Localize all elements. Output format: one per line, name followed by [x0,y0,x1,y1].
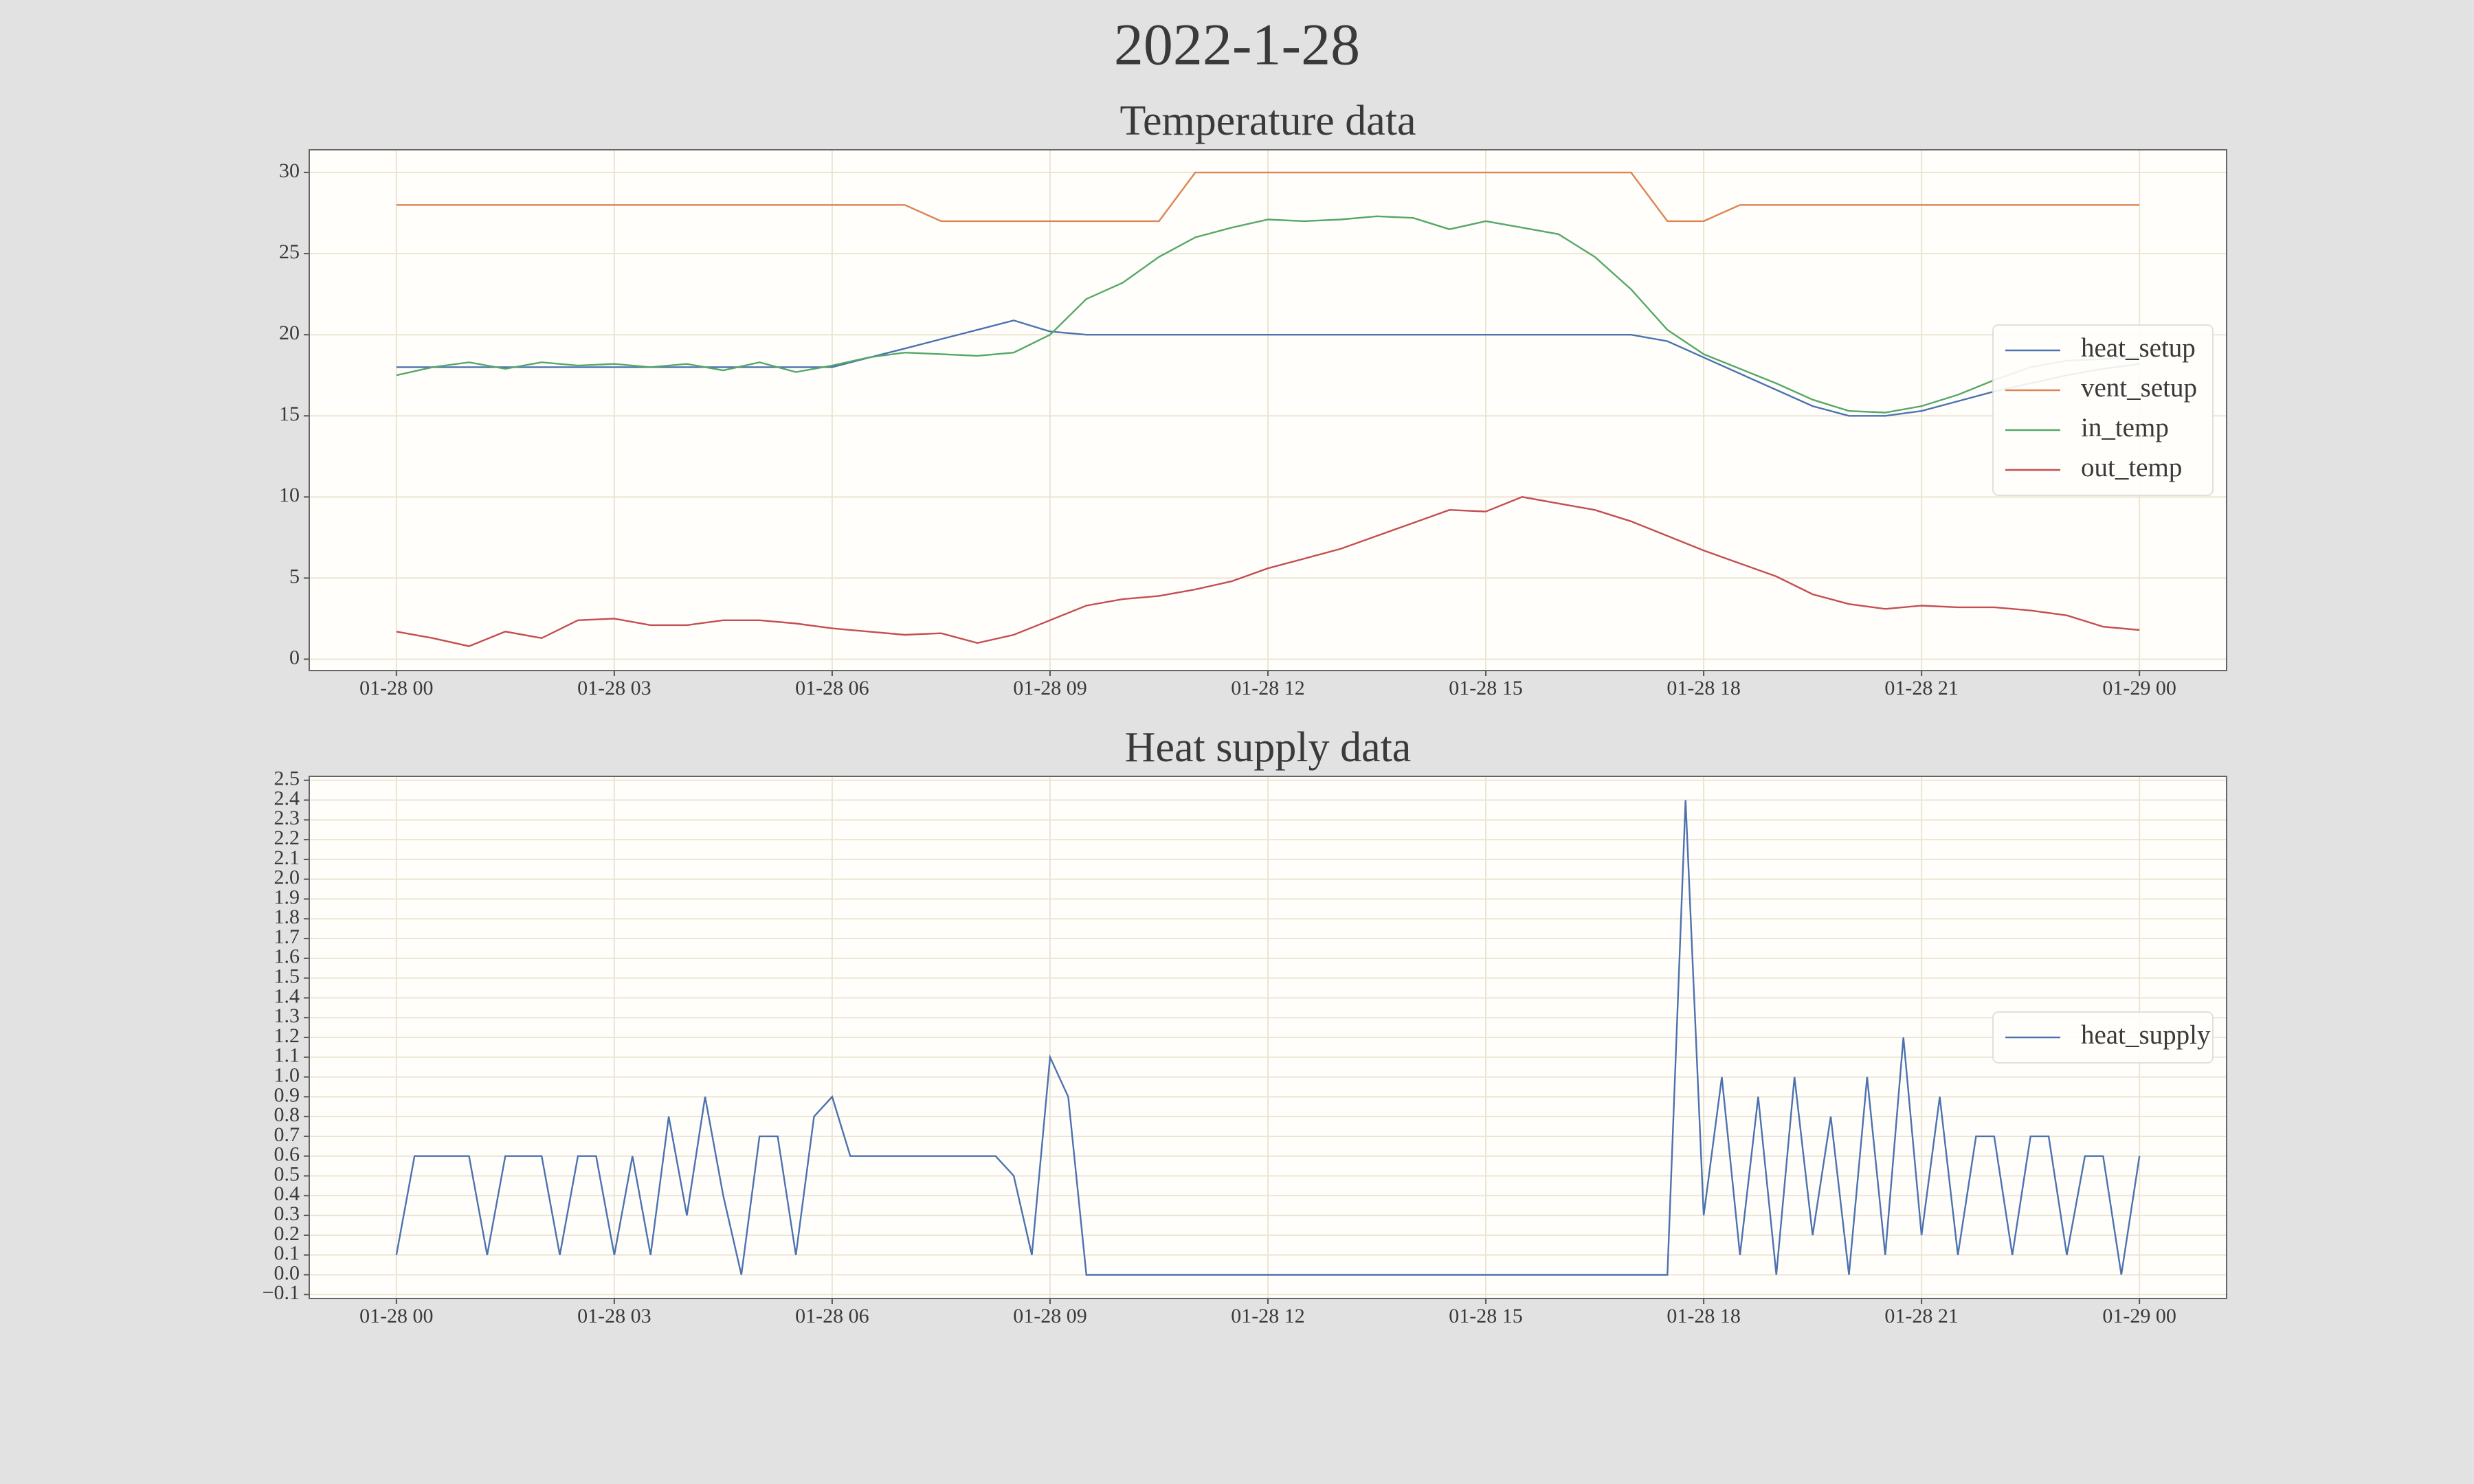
y-tick-label: 2.0 [274,866,300,889]
y-tick-label: 0.1 [274,1242,300,1265]
y-tick-label: 0.5 [274,1162,300,1185]
y-tick-label: 0.2 [274,1222,300,1245]
y-tick-label: 10 [279,484,300,506]
chart-title: Temperature data [1119,98,1416,144]
series-line [396,496,2140,647]
y-tick-label: 20 [279,322,300,344]
legend-box [1992,324,2214,496]
legend-label: vent_setup [2081,373,2197,403]
x-tick-label: 01-28 18 [1667,677,1741,699]
y-tick-label: 2.1 [274,846,300,869]
legend-label: out_temp [2081,453,2182,482]
y-tick-label: 5 [289,565,300,587]
y-tick-label: 1.1 [274,1044,300,1067]
y-tick-label: 1.6 [274,945,300,968]
legend-label: heat_setup [2081,333,2196,363]
y-tick-label: 2.5 [274,767,300,790]
y-tick-label: 2.2 [274,827,300,849]
y-tick-label: 30 [279,159,300,182]
y-tick-label: 1.3 [274,1004,300,1027]
x-tick-label: 01-28 12 [1231,677,1305,699]
y-tick-label: −0.1 [263,1281,300,1304]
y-tick-label: 1.4 [274,985,300,1007]
x-tick-label: 01-28 03 [577,677,651,699]
x-tick-label: 01-28 18 [1667,1305,1741,1327]
legend-label: heat_supply [2081,1020,2211,1050]
x-tick-label: 01-28 12 [1231,1305,1305,1327]
y-tick-label: 15 [279,403,300,425]
y-tick-label: 0.6 [274,1143,300,1166]
y-tick-label: 2.3 [274,807,300,829]
y-tick-label: 0.3 [274,1202,300,1225]
y-tick-label: 0.4 [274,1182,300,1205]
x-tick-label: 01-28 15 [1449,677,1523,699]
y-tick-label: 1.7 [274,925,300,948]
y-tick-label: 1.9 [274,886,300,908]
plot-frame [309,776,2227,1299]
legend-box [1992,1011,2214,1064]
x-tick-label: 01-29 00 [2102,1305,2176,1327]
y-tick-label: 1.5 [274,965,300,988]
y-tick-label: 1.0 [274,1064,300,1086]
series-line [396,171,2140,223]
figure-title: 2022-1-28 [1114,12,1360,78]
y-tick-label: 2.4 [274,787,300,809]
y-tick-label: 0.0 [274,1261,300,1284]
series-line [395,800,2141,1276]
x-tick-label: 01-28 06 [795,677,869,699]
y-tick-label: 1.2 [274,1024,300,1047]
legend-label: in_temp [2081,413,2169,442]
x-tick-label: 01-28 06 [795,1305,869,1327]
x-tick-label: 01-28 09 [1013,1305,1087,1327]
x-tick-label: 01-28 00 [359,677,434,699]
plot-frame [309,149,2227,671]
y-tick-label: 1.8 [274,906,300,928]
chart-title: Heat supply data [1125,724,1412,771]
x-tick-label: 01-28 21 [1884,677,1959,699]
y-tick-label: 0 [289,646,300,668]
x-tick-label: 01-28 21 [1884,1305,1959,1327]
x-tick-label: 01-29 00 [2102,677,2176,699]
x-tick-label: 01-28 15 [1449,1305,1523,1327]
y-tick-label: 0.9 [274,1083,300,1106]
x-tick-label: 01-28 00 [359,1305,434,1327]
y-tick-label: 0.8 [274,1103,300,1126]
x-tick-label: 01-28 03 [577,1305,651,1327]
y-tick-label: 25 [279,240,300,263]
series-line [396,319,2140,417]
y-tick-label: 0.7 [274,1123,300,1146]
x-tick-label: 01-28 09 [1013,677,1087,699]
series-line [396,215,2140,414]
